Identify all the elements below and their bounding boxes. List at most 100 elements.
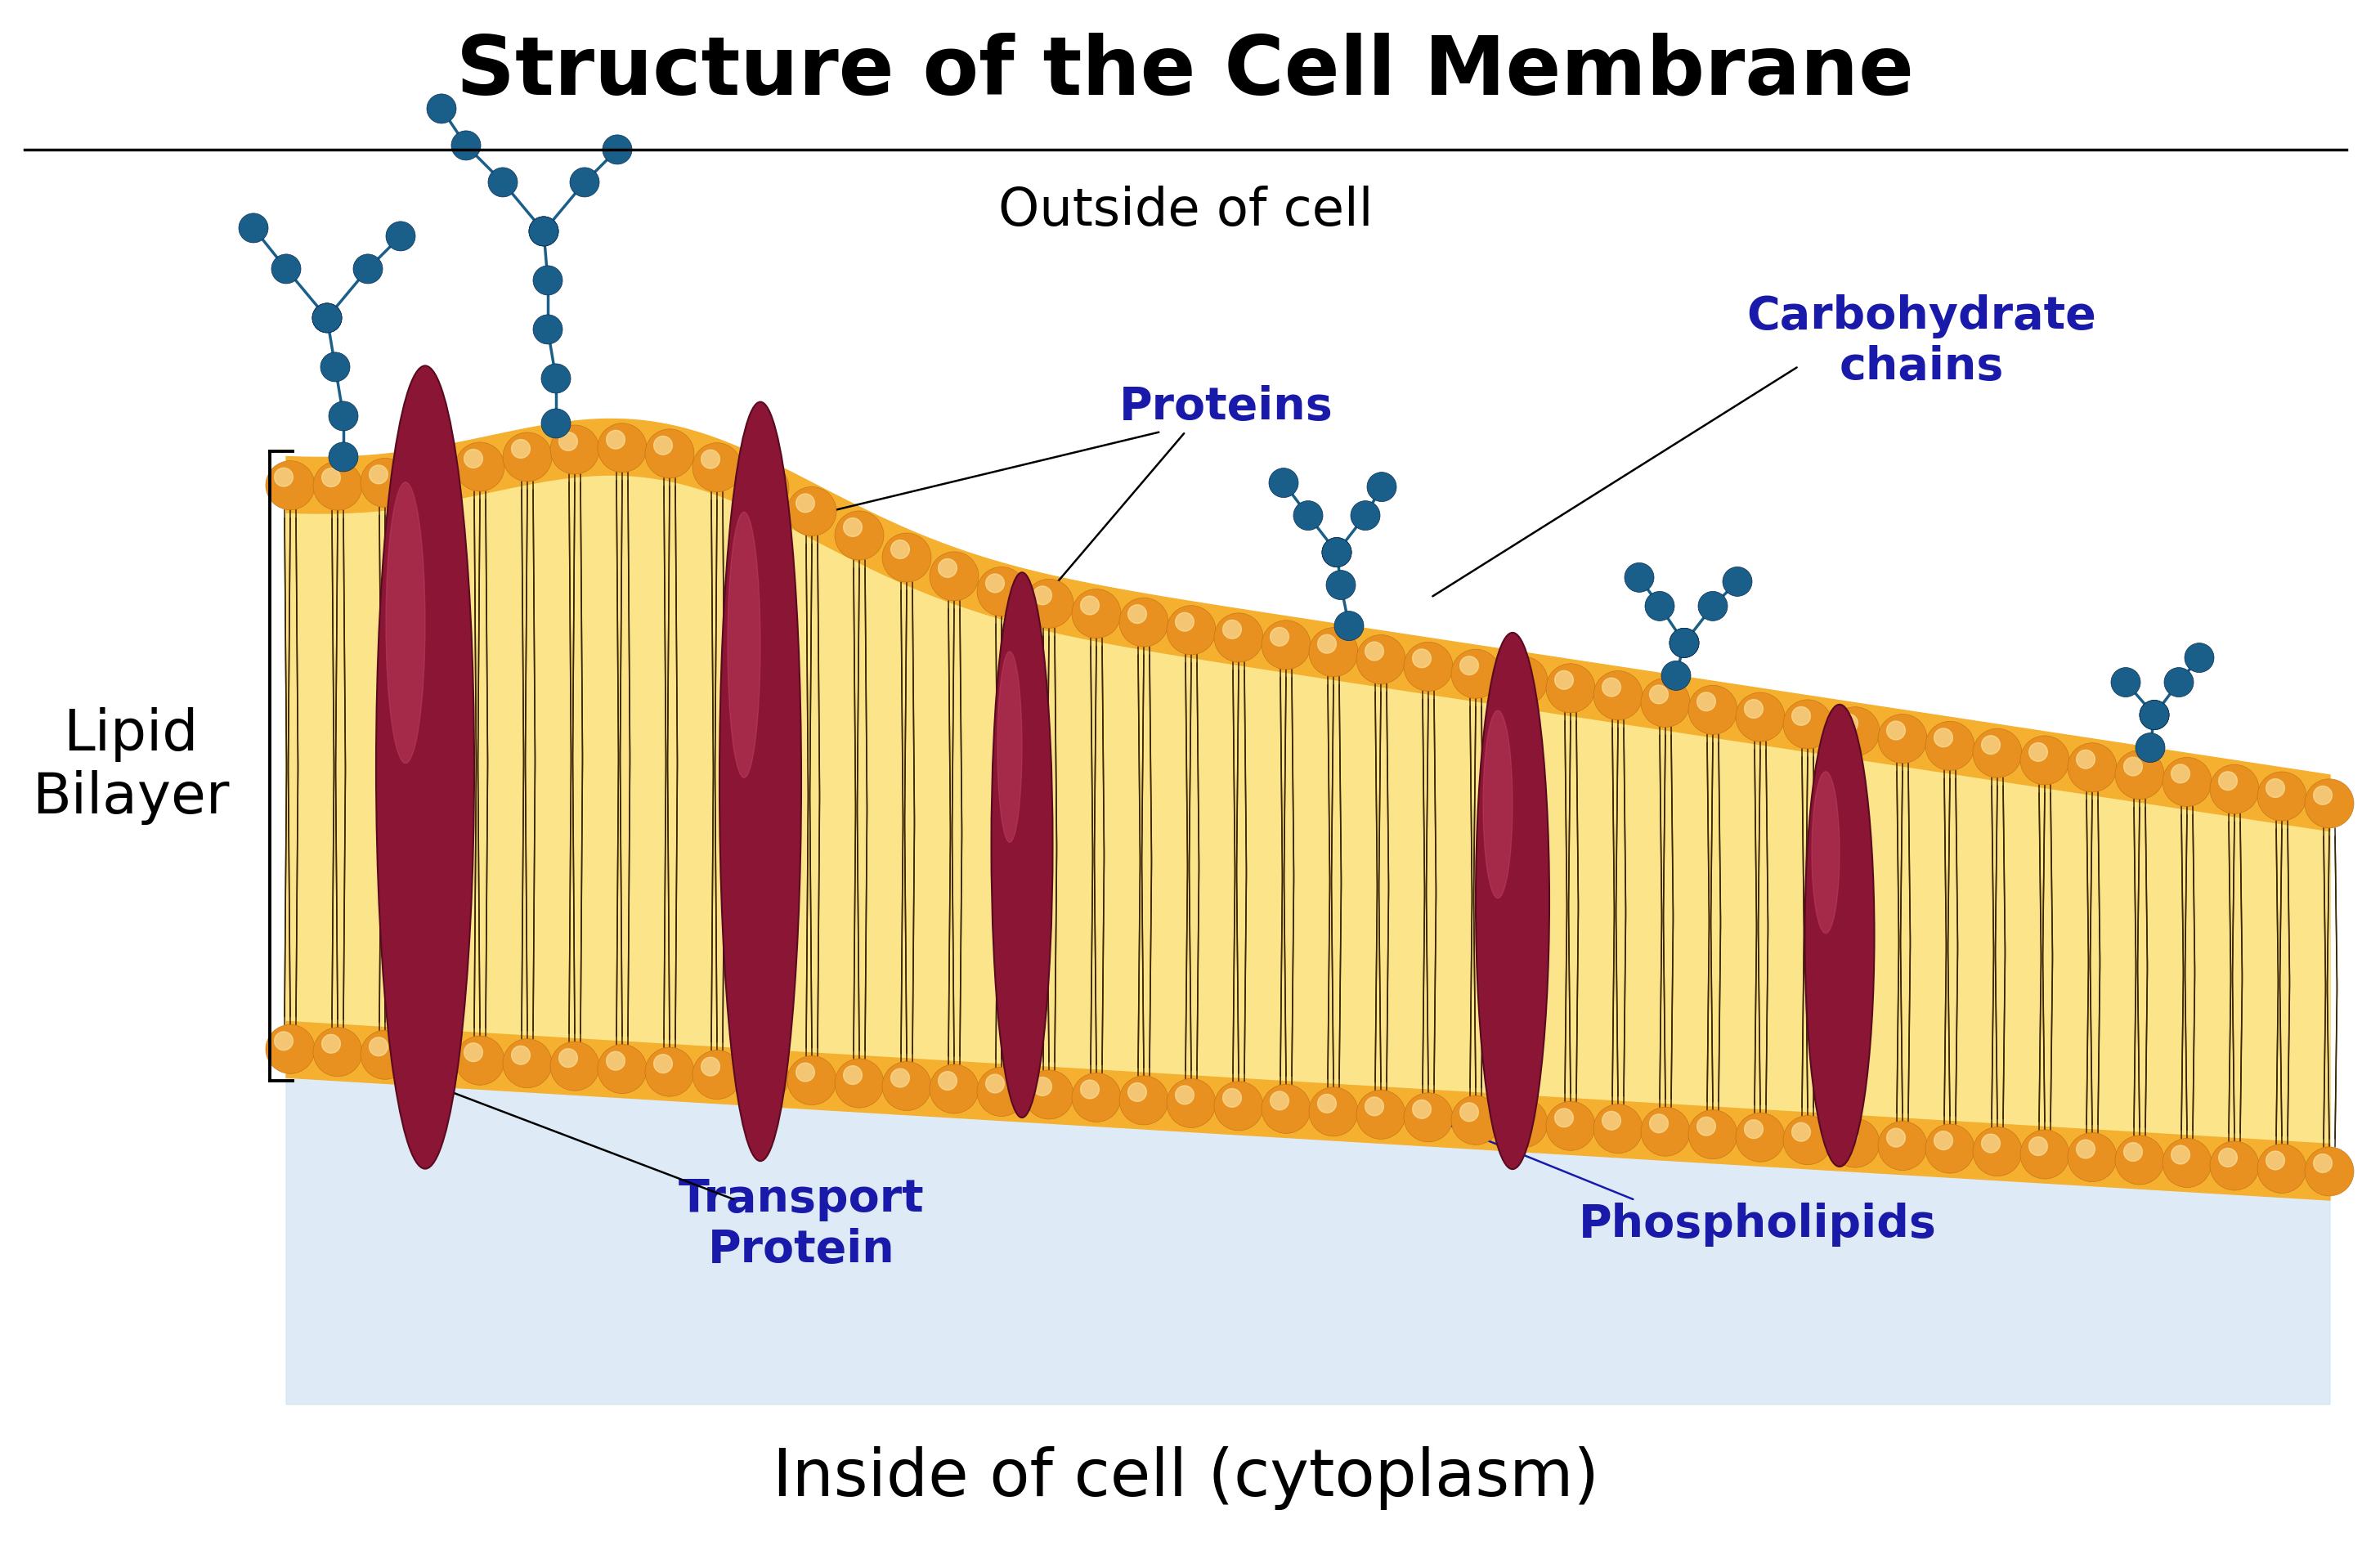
Circle shape [1982, 735, 2001, 754]
Circle shape [929, 1065, 979, 1113]
Ellipse shape [998, 652, 1022, 842]
Circle shape [1688, 1110, 1738, 1159]
Circle shape [1878, 713, 1928, 764]
Circle shape [2124, 757, 2143, 776]
Circle shape [654, 436, 673, 455]
Circle shape [835, 511, 884, 560]
Circle shape [1830, 707, 1880, 756]
Circle shape [360, 458, 410, 506]
Ellipse shape [1475, 632, 1548, 1170]
Text: Structure of the Cell Membrane: Structure of the Cell Membrane [458, 33, 1913, 111]
Circle shape [1309, 627, 1359, 677]
Ellipse shape [386, 483, 424, 764]
Circle shape [882, 533, 932, 582]
Circle shape [465, 1043, 484, 1062]
Circle shape [322, 1035, 341, 1054]
Circle shape [797, 1063, 816, 1082]
Circle shape [602, 135, 633, 165]
Circle shape [1323, 538, 1351, 568]
Circle shape [330, 442, 358, 472]
Circle shape [529, 216, 560, 246]
Circle shape [427, 94, 455, 124]
Circle shape [550, 1041, 600, 1091]
Circle shape [891, 1069, 910, 1087]
Circle shape [266, 461, 315, 510]
Circle shape [386, 221, 415, 251]
Circle shape [239, 213, 268, 243]
Circle shape [1318, 1094, 1337, 1113]
Circle shape [740, 463, 790, 513]
Circle shape [1167, 605, 1216, 654]
Circle shape [353, 254, 382, 284]
Circle shape [1840, 1126, 1859, 1145]
Circle shape [1335, 612, 1363, 641]
Circle shape [408, 1033, 458, 1082]
Circle shape [503, 1040, 552, 1088]
Circle shape [1698, 693, 1717, 710]
Circle shape [1982, 1134, 2001, 1152]
Circle shape [2172, 1146, 2191, 1163]
Circle shape [977, 1068, 1027, 1116]
Circle shape [702, 450, 721, 469]
Polygon shape [287, 419, 2331, 1200]
Circle shape [1356, 1090, 1406, 1138]
Circle shape [2077, 1140, 2096, 1159]
Circle shape [1736, 1113, 1785, 1162]
Circle shape [1451, 1096, 1501, 1145]
Circle shape [569, 168, 600, 198]
Circle shape [1878, 1121, 1928, 1170]
Circle shape [1461, 1102, 1480, 1121]
Circle shape [1072, 1073, 1121, 1123]
Circle shape [1318, 635, 1337, 654]
Circle shape [1603, 677, 1622, 696]
Circle shape [313, 303, 341, 332]
Circle shape [541, 364, 571, 394]
Circle shape [2305, 1146, 2354, 1196]
Circle shape [2184, 643, 2215, 673]
Circle shape [455, 1036, 505, 1085]
Circle shape [465, 450, 484, 467]
Circle shape [882, 1062, 932, 1110]
Circle shape [1555, 671, 1574, 690]
Circle shape [1461, 657, 1480, 674]
Circle shape [1745, 1120, 1764, 1138]
Circle shape [797, 494, 816, 513]
Circle shape [1413, 649, 1432, 668]
Circle shape [1698, 591, 1728, 621]
Circle shape [1451, 649, 1501, 698]
Circle shape [2139, 701, 2169, 729]
Circle shape [1119, 597, 1169, 646]
Circle shape [1935, 1131, 1954, 1149]
Circle shape [1214, 1082, 1264, 1131]
Circle shape [2210, 765, 2260, 814]
Circle shape [787, 486, 837, 536]
Circle shape [749, 1060, 768, 1079]
Circle shape [645, 1047, 695, 1096]
Polygon shape [287, 477, 2331, 1143]
Circle shape [313, 303, 341, 332]
Text: Outside of cell: Outside of cell [998, 185, 1373, 237]
Circle shape [360, 1030, 410, 1079]
Circle shape [1736, 693, 1785, 742]
Circle shape [1830, 1118, 1880, 1168]
Text: Phospholipids: Phospholipids [1579, 1203, 1937, 1247]
Circle shape [512, 439, 531, 458]
Circle shape [275, 1032, 294, 1051]
Circle shape [1119, 1076, 1169, 1124]
Circle shape [1624, 563, 1655, 593]
Ellipse shape [728, 513, 761, 778]
Circle shape [1176, 1085, 1195, 1104]
Circle shape [2068, 1132, 2117, 1182]
Circle shape [1593, 671, 1643, 720]
Circle shape [740, 1054, 790, 1102]
Circle shape [275, 467, 294, 486]
Circle shape [550, 425, 600, 474]
Circle shape [2267, 1151, 2286, 1170]
Circle shape [2139, 701, 2169, 729]
Circle shape [313, 303, 341, 332]
Circle shape [2305, 779, 2354, 828]
Circle shape [313, 1027, 363, 1077]
Circle shape [2030, 743, 2049, 762]
Circle shape [1366, 1098, 1385, 1116]
Circle shape [1366, 641, 1385, 660]
